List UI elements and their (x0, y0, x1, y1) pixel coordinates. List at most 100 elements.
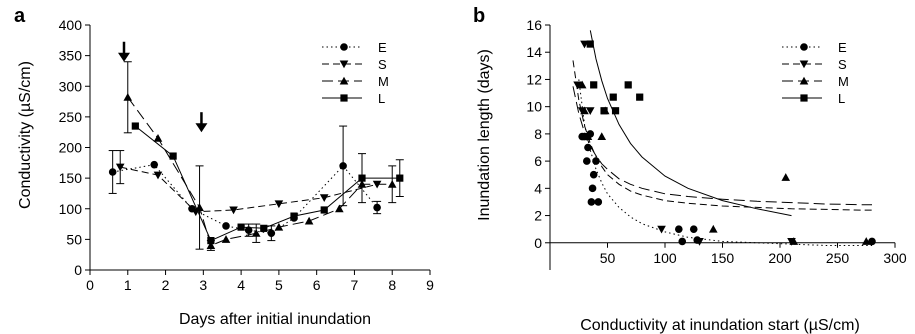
data-point-M (304, 216, 314, 225)
data-point-E (373, 203, 381, 212)
data-point-L (586, 40, 594, 48)
panel-a-y-tick-label: 50 (66, 231, 82, 247)
panel-b-x-tick-label: 50 (600, 250, 616, 266)
data-point-E (584, 143, 592, 152)
data-point-E (222, 222, 230, 230)
panel-b-x-tick-label: 250 (826, 250, 850, 266)
panel-b-legend-marker-S (799, 60, 809, 69)
series-line-M (127, 97, 393, 247)
panel-a: a Conductivity (µS/cm) Days after initia… (14, 5, 434, 328)
panel-a-y-tick-label: 350 (59, 48, 83, 64)
panel-b-y-tick-label: 16 (526, 17, 542, 33)
panel-b-y-tick-label: 10 (526, 99, 542, 115)
data-point-S (695, 237, 704, 246)
panel-b-x-axis-label: Conductivity at inundation start (µS/cm) (580, 317, 860, 334)
data-point-M (709, 224, 718, 233)
panel-a-legend-label-L: L (378, 91, 385, 106)
data-point-E (678, 237, 687, 246)
data-point-M (274, 222, 284, 231)
data-point-M (251, 228, 261, 237)
data-point-S (573, 81, 582, 90)
panel-b-y-tick-label: 4 (534, 180, 542, 196)
data-point-E (588, 184, 597, 193)
data-point-M (221, 235, 231, 243)
fit-curve-E (578, 79, 872, 246)
panel-b-y-tick-label: 8 (534, 126, 542, 142)
panel-b-x-tick-label: 100 (653, 250, 677, 266)
panel-b-x-tick-label: 300 (883, 250, 907, 266)
data-point-M (195, 203, 204, 211)
panel-b-legend-label-L: L (838, 91, 845, 106)
data-point-S (115, 163, 125, 172)
panel-a-x-tick-label: 3 (199, 277, 207, 293)
data-point-L (260, 224, 268, 232)
panel-a-legend-marker-M (339, 76, 349, 85)
fit-curve-M (572, 86, 872, 206)
data-point-E (589, 170, 598, 179)
data-point-E (244, 226, 253, 234)
panel-a-legend-label-M: M (378, 74, 389, 89)
data-point-E (675, 225, 683, 233)
data-point-E (594, 198, 603, 206)
panel-a-legend-marker-S (339, 60, 349, 69)
panel-b-legend-label-E: E (838, 40, 847, 55)
panel-a-y-tick-label: 150 (59, 170, 83, 186)
panel-b-y-tick-label: 6 (534, 153, 542, 169)
data-point-L (396, 174, 404, 182)
panel-b-letter: b (473, 5, 485, 27)
data-point-L (609, 93, 617, 101)
panel-a-x-axis-label: Days after initial inundation (179, 311, 371, 328)
arrow-annotation-head (195, 123, 208, 133)
data-point-M (577, 80, 587, 89)
panel-b-y-tick-label: 0 (534, 235, 542, 251)
panel-a-y-tick-label: 200 (59, 140, 83, 156)
panel-a-x-tick-label: 7 (351, 277, 359, 293)
data-point-M (597, 132, 607, 141)
panel-b-y-tick-label: 12 (526, 71, 542, 87)
data-point-M (789, 237, 799, 245)
data-point-M (781, 173, 791, 181)
data-point-E (583, 157, 591, 165)
fit-curve-L (589, 30, 792, 217)
panel-a-y-tick-label: 300 (59, 78, 83, 94)
panel-a-y-tick-label: 250 (59, 109, 83, 125)
data-point-L (611, 107, 620, 115)
panel-a-legend-label-E: E (378, 40, 387, 55)
panel-a-legend-marker-L (340, 94, 348, 102)
panel-a-x-tick-label: 9 (426, 277, 434, 293)
data-point-E (868, 237, 876, 246)
data-point-L (636, 93, 644, 101)
data-point-L (320, 206, 328, 214)
data-point-M (861, 237, 871, 245)
data-point-M (206, 241, 216, 249)
data-point-S (153, 171, 163, 180)
panel-b-legend-label-M: M (838, 74, 849, 89)
data-point-S (229, 206, 238, 215)
panel-b-legend-marker-L (800, 94, 808, 102)
panel-a-x-tick-label: 6 (313, 277, 321, 293)
data-point-M (335, 204, 344, 213)
panel-a-x-tick-label: 8 (388, 277, 396, 293)
data-point-L (290, 212, 298, 220)
data-point-S (657, 225, 666, 234)
data-point-M (123, 92, 133, 101)
panel-b-legend-marker-E (800, 43, 808, 51)
panel-b-legend-marker-M (799, 76, 809, 85)
data-point-S (319, 194, 329, 203)
data-point-L (169, 152, 177, 160)
panel-b-x-tick-label: 200 (768, 250, 792, 266)
data-point-E (587, 198, 596, 206)
panel-a-x-tick-label: 2 (162, 277, 170, 293)
panel-b-legend-label-S: S (838, 57, 847, 72)
data-point-M (583, 132, 593, 141)
data-point-L (207, 237, 215, 245)
panel-a-y-axis-label: Conductivity (µS/cm) (17, 61, 34, 209)
panel-a-legend-marker-E (340, 43, 348, 51)
data-point-E (339, 162, 347, 170)
panel-b-y-tick-label: 14 (526, 44, 542, 60)
data-point-L (131, 122, 139, 130)
data-point-E (108, 168, 117, 176)
data-point-E (150, 160, 159, 169)
data-point-M (580, 106, 589, 115)
